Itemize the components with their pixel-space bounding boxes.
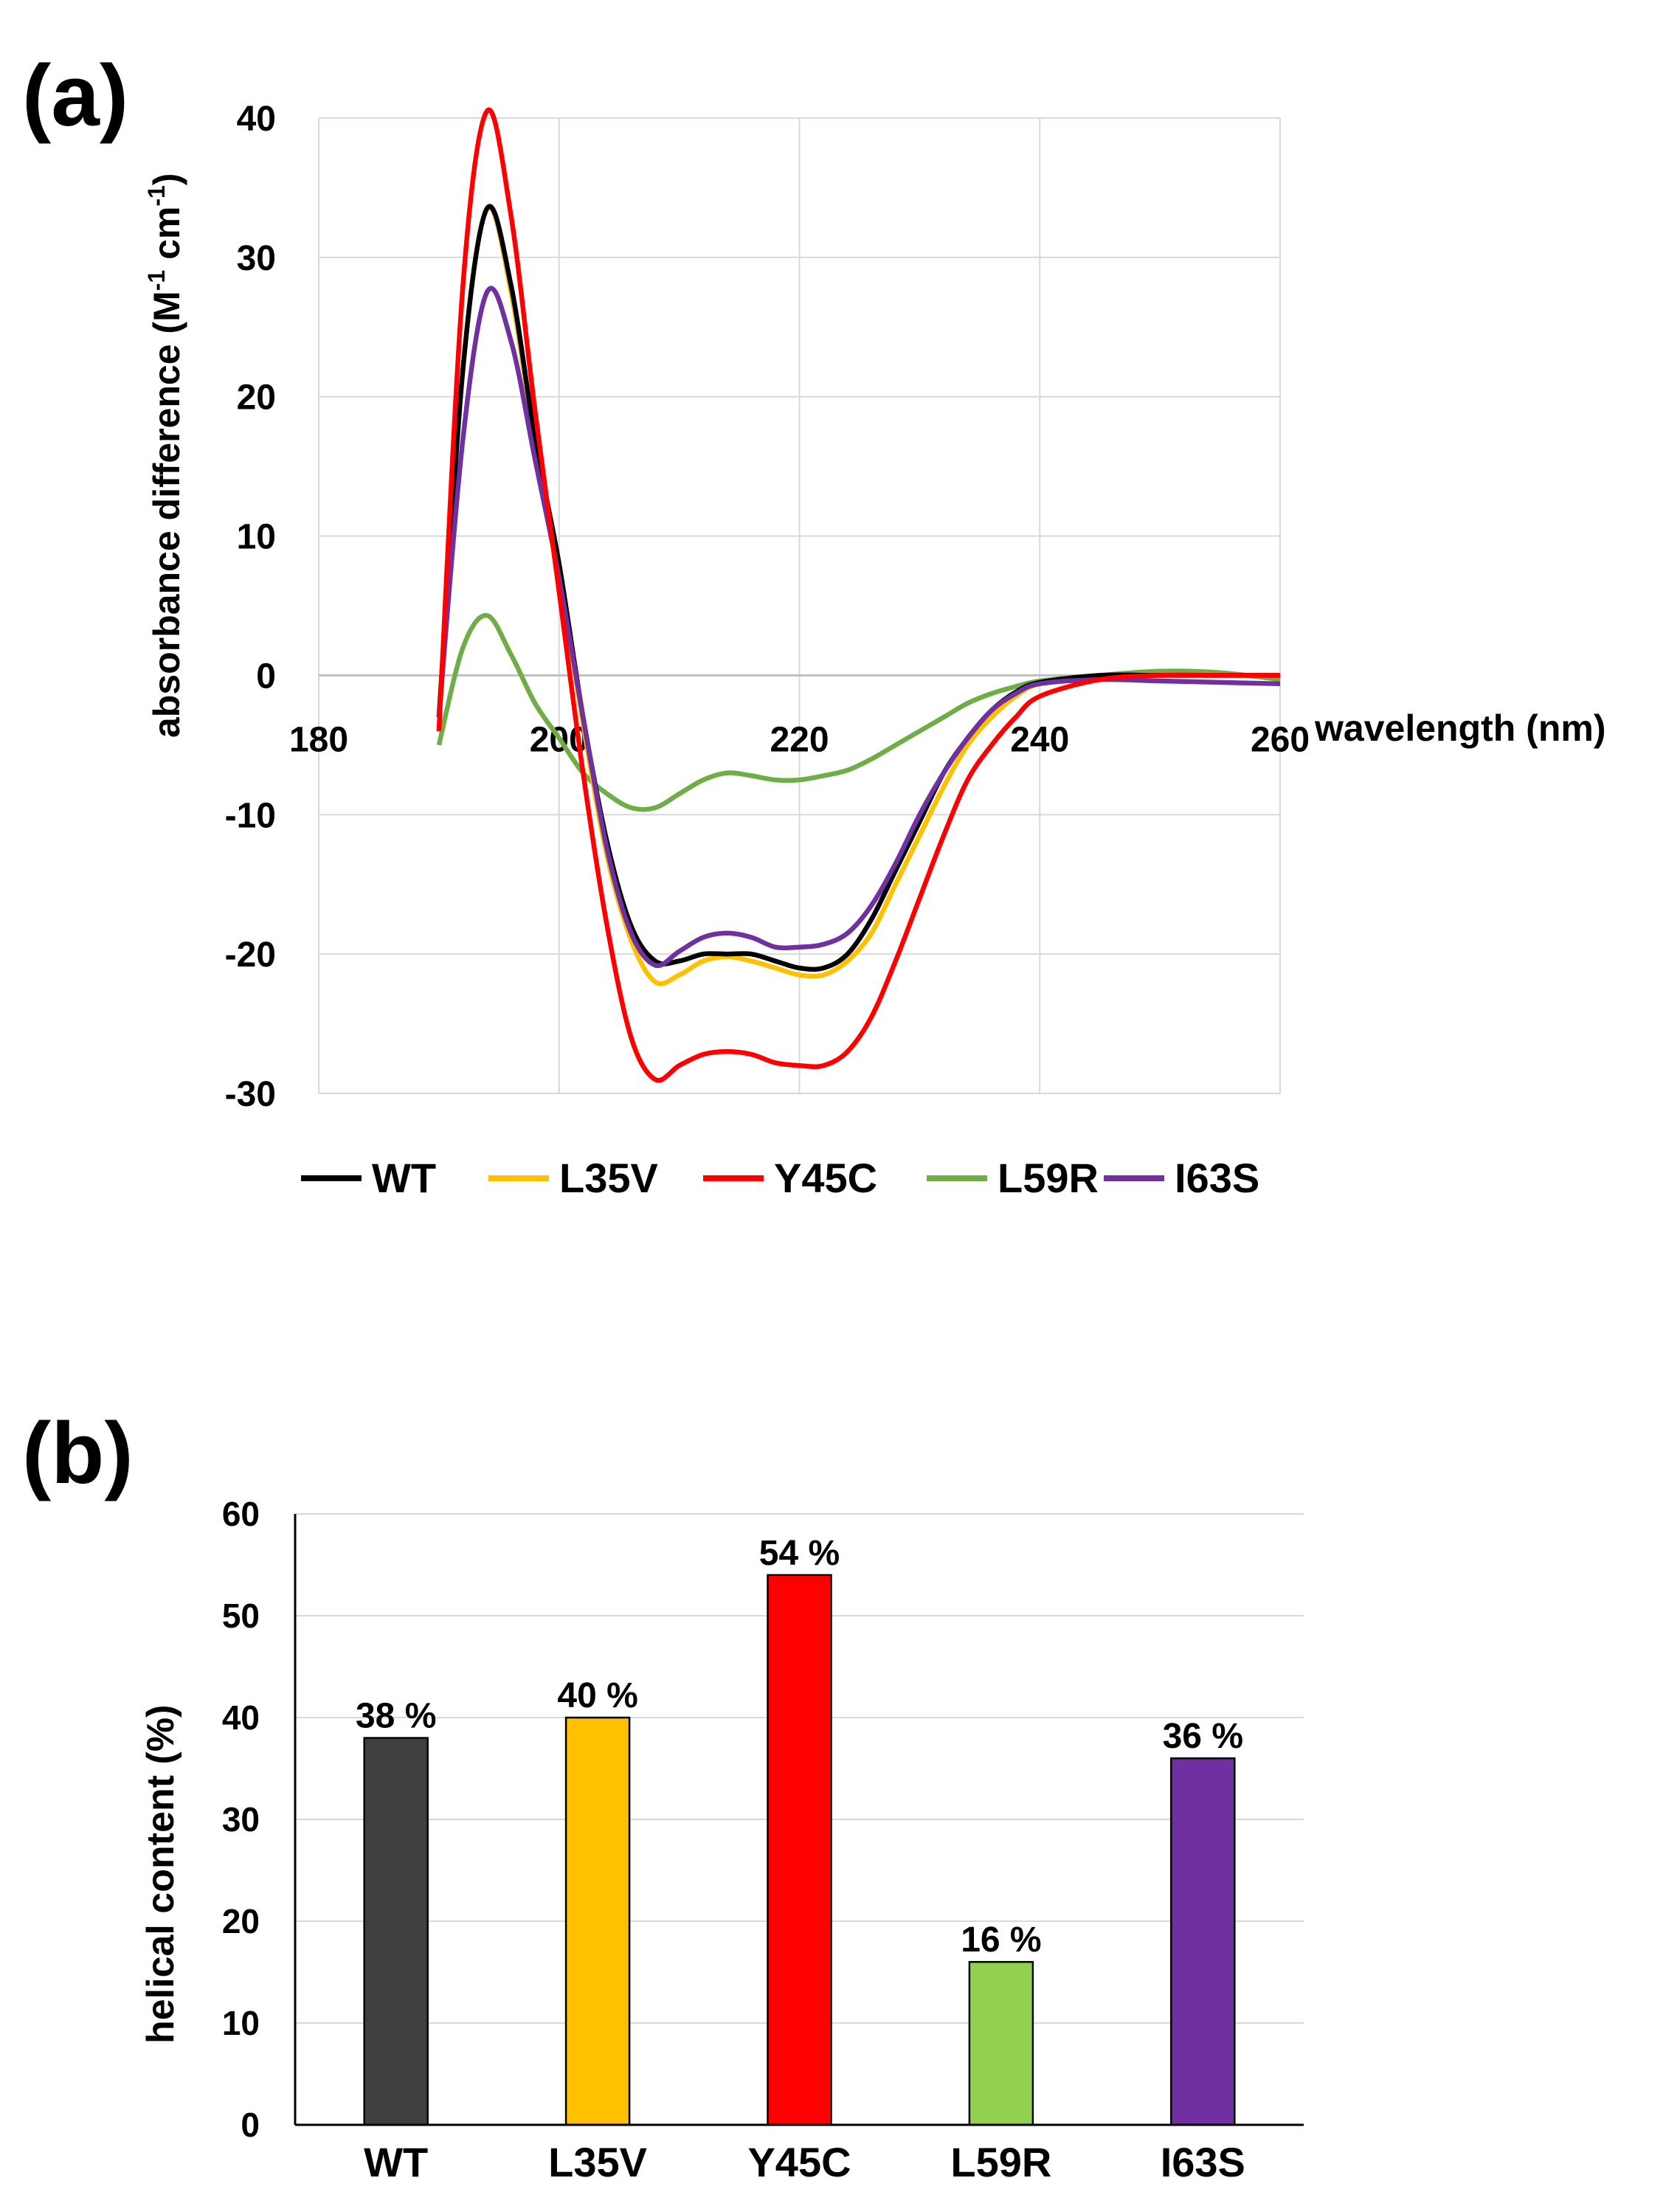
bar-wt xyxy=(363,1737,429,2126)
bars xyxy=(363,1574,1236,2126)
x-tick-label: Y45C xyxy=(747,2139,851,2185)
y-tick-label: 20 xyxy=(222,1902,260,1940)
series-line-i63s xyxy=(436,286,1281,969)
legend-label: I63S xyxy=(1175,1155,1259,1201)
data-label-y45c: 54 % xyxy=(759,1534,840,1573)
y-tick-label: 30 xyxy=(237,239,276,278)
legend-item-l35v: L35V xyxy=(488,1155,658,1201)
y-tick-label: 60 xyxy=(222,1495,260,1533)
y-tick-label: -20 xyxy=(225,936,276,975)
series-line-wt xyxy=(436,204,1280,972)
x-tick-label: I63S xyxy=(1161,2139,1245,2185)
x-tick-label: L35V xyxy=(548,2139,647,2185)
x-tick-labels: WT L35V Y45C L59R I63S xyxy=(364,2139,1245,2185)
legend-item-y45c: Y45C xyxy=(703,1155,877,1201)
x-tick-label: L59R xyxy=(950,2139,1051,2185)
axes xyxy=(294,1514,1304,2126)
x-tick-label: WT xyxy=(364,2139,428,2185)
legend-label: L35V xyxy=(559,1155,658,1201)
panel-label-b: (b) xyxy=(22,1405,134,1502)
y-tick-label: 10 xyxy=(237,518,276,557)
x-tick-label: 220 xyxy=(770,720,829,759)
y-tick-label: 0 xyxy=(256,657,276,696)
y-tick-labels: -30 -20 -10 0 10 20 30 40 xyxy=(225,100,276,1114)
y-axis-title: helical content (%) xyxy=(139,1705,182,2044)
y-tick-label: 40 xyxy=(222,1698,260,1737)
bar-chart-panel: (b) 0 10 20 30 40 50 60 WT L35V Y45C L59R I63S 38 … xyxy=(22,1405,1304,2185)
legend-item-i63s: I63S xyxy=(1104,1155,1259,1201)
legend-item-l59r: L59R xyxy=(927,1155,1099,1201)
y-tick-label: 10 xyxy=(222,2004,260,2042)
data-label-l35v: 40 % xyxy=(557,1676,637,1715)
series-line-y45c xyxy=(436,107,1280,1083)
y-tick-label: -10 xyxy=(225,796,276,835)
legend: WT L35V Y45C L59R I63S xyxy=(301,1155,1259,1201)
bar-l59r xyxy=(968,1960,1034,2126)
series-lines xyxy=(436,107,1281,1083)
data-labels: 38 % 40 % 54 % 16 % 36 % xyxy=(356,1534,1243,1960)
bar-y45c xyxy=(767,1574,832,2126)
legend-item-wt: WT xyxy=(301,1155,436,1201)
x-tick-label: 180 xyxy=(289,720,348,759)
y-tick-label: 40 xyxy=(237,100,276,139)
data-label-i63s: 36 % xyxy=(1163,1717,1243,1756)
data-label-wt: 38 % xyxy=(356,1697,436,1736)
x-tick-label: 260 xyxy=(1251,720,1310,759)
y-tick-label: 50 xyxy=(222,1597,260,1635)
legend-label: Y45C xyxy=(774,1155,877,1201)
legend-label: WT xyxy=(372,1155,436,1201)
y-tick-label: 30 xyxy=(222,1800,260,1839)
y-tick-label: 0 xyxy=(241,2106,260,2144)
y-axis-title: absorbance difference (M-1 cm-1) xyxy=(143,173,187,738)
y-tick-label: 20 xyxy=(237,378,276,418)
x-axis-title: wavelength (nm) xyxy=(1314,708,1605,749)
bar-l35v xyxy=(564,1716,631,2126)
x-tick-label: 240 xyxy=(1010,720,1069,759)
data-label-l59r: 16 % xyxy=(961,1920,1041,1960)
y-tick-labels: 0 10 20 30 40 50 60 xyxy=(222,1495,260,2144)
legend-label: L59R xyxy=(998,1155,1099,1201)
panel-label-a: (a) xyxy=(22,47,128,145)
bar-i63s xyxy=(1170,1757,1236,2126)
y-tick-label: -30 xyxy=(225,1075,276,1114)
